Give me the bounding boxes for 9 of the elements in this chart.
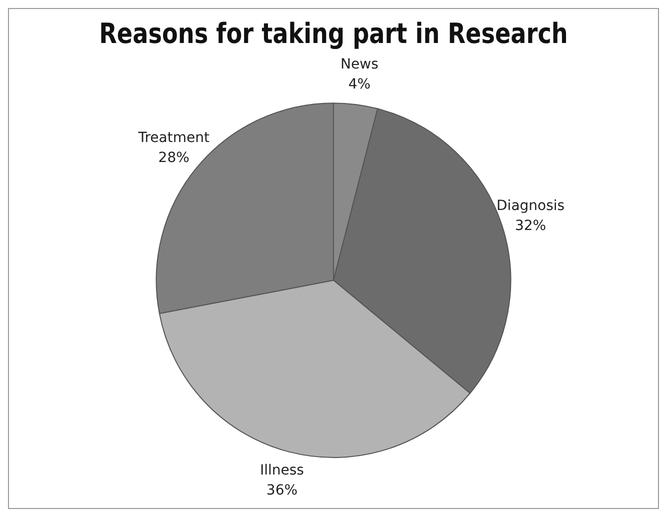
slice-label: Diagnosis: [496, 198, 565, 214]
data-label: 4%: [348, 76, 371, 92]
slice-label: Illness: [260, 462, 304, 479]
data-label: 32%: [514, 218, 546, 234]
slice-label: News: [340, 56, 378, 72]
data-label: 36%: [266, 482, 298, 499]
data-label: 28%: [158, 150, 190, 166]
slice-label: Treatment: [137, 130, 210, 146]
chart-title: Reasons for taking part in Research: [99, 18, 568, 51]
